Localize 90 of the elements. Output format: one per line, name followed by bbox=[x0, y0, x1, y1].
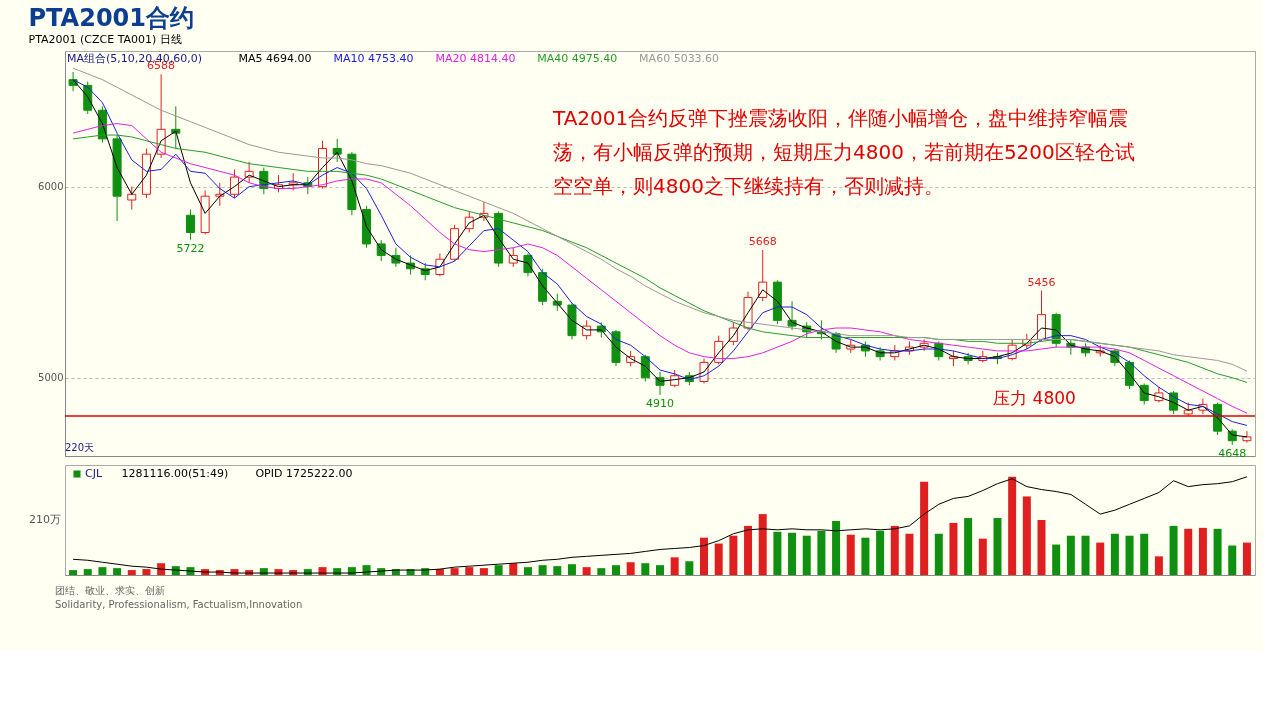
text: Solidarity, Professionalism, Factualism,Innovation bbox=[55, 599, 303, 610]
bar bbox=[1081, 535, 1090, 575]
candlestick bbox=[185, 209, 195, 241]
bar bbox=[1140, 533, 1149, 575]
bar bbox=[509, 563, 518, 575]
bar bbox=[450, 568, 459, 575]
bar bbox=[1154, 556, 1163, 575]
chart-subtitle: PTA2001 (CZCE TA001) 日线 bbox=[28, 32, 182, 46]
bar bbox=[993, 518, 1002, 575]
bar bbox=[861, 537, 870, 575]
annotation: 4910 bbox=[646, 396, 674, 410]
bar bbox=[846, 534, 855, 575]
candlestick bbox=[127, 186, 137, 211]
bar bbox=[788, 532, 797, 575]
bar bbox=[905, 533, 914, 575]
bar bbox=[142, 569, 151, 575]
bar bbox=[611, 565, 620, 575]
bar bbox=[479, 568, 488, 575]
annotation: TA2001合约反弹下挫震荡收阳，伴随小幅增仓，盘中维持窄幅震荡，有小幅反弹的预期，短期压力4800，若前期在5200区轻仓试空空单，则4800之下继续持有，否则减持。 bbox=[552, 106, 1135, 198]
bar bbox=[597, 568, 606, 575]
bar bbox=[1022, 496, 1031, 575]
bar bbox=[773, 531, 782, 575]
bar bbox=[685, 561, 694, 575]
bar bbox=[69, 570, 78, 575]
bar bbox=[1008, 476, 1017, 575]
bar bbox=[714, 543, 723, 575]
bar bbox=[567, 564, 576, 575]
bar bbox=[964, 518, 973, 575]
bar bbox=[127, 570, 136, 575]
bar bbox=[670, 557, 679, 575]
bar bbox=[553, 566, 562, 575]
bar bbox=[626, 562, 635, 575]
legend-label: CJL bbox=[85, 467, 103, 480]
bar bbox=[1110, 533, 1119, 575]
bar bbox=[744, 525, 753, 575]
candlestick bbox=[332, 138, 342, 163]
bar bbox=[890, 525, 899, 575]
text: MA5 4694.00 bbox=[238, 52, 312, 65]
bar bbox=[876, 530, 885, 575]
text: 团结、敬业、求实、创新 bbox=[55, 585, 165, 596]
bar bbox=[1184, 528, 1193, 575]
bar bbox=[832, 520, 841, 575]
bar bbox=[1228, 545, 1237, 575]
text: OPID 1725222.00 bbox=[255, 467, 353, 480]
bar bbox=[538, 565, 547, 575]
bar bbox=[656, 565, 664, 575]
candlestick bbox=[229, 168, 239, 199]
bar bbox=[83, 569, 92, 575]
annotation: 220天 bbox=[65, 442, 95, 453]
text: 210万 bbox=[29, 513, 61, 526]
bar bbox=[98, 567, 107, 575]
bar bbox=[1198, 527, 1207, 575]
bar bbox=[1066, 535, 1075, 575]
bar bbox=[758, 514, 767, 575]
bar bbox=[1052, 544, 1061, 575]
bar bbox=[641, 563, 650, 575]
text: MA10 4753.40 bbox=[333, 52, 414, 65]
bar bbox=[729, 535, 738, 575]
bar bbox=[934, 533, 943, 575]
annotation: 1281116.00(51:49) bbox=[121, 467, 229, 480]
bar bbox=[817, 530, 826, 575]
bar bbox=[1213, 528, 1222, 575]
ref-line-label: 压力 4800 bbox=[993, 387, 1076, 408]
chart-title: PTA2001合约 bbox=[28, 3, 194, 32]
line-series bbox=[72, 67, 1248, 372]
bar bbox=[978, 538, 987, 575]
bar bbox=[700, 537, 709, 575]
bar bbox=[802, 535, 811, 575]
annotation: 5722 bbox=[176, 241, 205, 255]
candlestick bbox=[1242, 430, 1252, 444]
bar bbox=[113, 568, 122, 575]
bar bbox=[1037, 520, 1046, 575]
bar bbox=[494, 565, 503, 575]
annotation: 5456 bbox=[1027, 275, 1056, 289]
bar bbox=[1125, 535, 1134, 575]
bar bbox=[1096, 542, 1105, 575]
text: MA20 4814.40 bbox=[435, 52, 516, 65]
bar bbox=[523, 567, 532, 575]
bar bbox=[1242, 542, 1251, 575]
y-tick-label: 5000 bbox=[38, 372, 64, 384]
bar bbox=[582, 567, 591, 575]
bar bbox=[920, 481, 929, 575]
bar bbox=[465, 567, 474, 575]
y-tick-label: 6000 bbox=[38, 181, 64, 193]
annotation: 4648 bbox=[1218, 446, 1247, 460]
text: MA40 4975.40 bbox=[537, 52, 618, 65]
bar bbox=[1169, 525, 1178, 575]
text: MA60 5033.60 bbox=[639, 52, 720, 65]
annotation: 5668 bbox=[748, 235, 777, 249]
bar bbox=[949, 522, 958, 575]
